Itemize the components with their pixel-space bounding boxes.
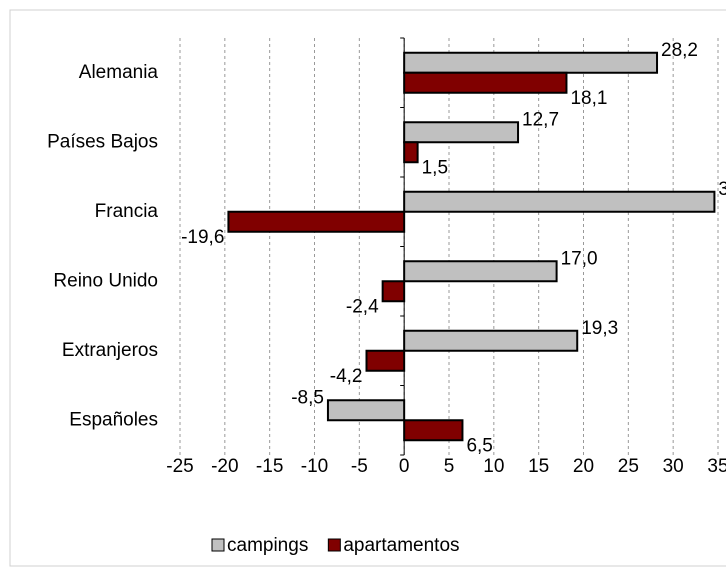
bar [403, 71, 568, 94]
x-tick-label: 35 [707, 456, 726, 477]
data-label: 6,5 [466, 435, 492, 456]
x-tick-label: 25 [618, 456, 639, 477]
data-label: 34,6 [718, 179, 726, 200]
data-label: -2,4 [346, 296, 379, 317]
data-label: -19,6 [181, 227, 224, 248]
data-label: 12,7 [522, 109, 559, 130]
legend-label: apartamentos [343, 535, 459, 556]
y-tick-label: Alemania [79, 62, 159, 83]
bar [403, 141, 419, 164]
y-tick-label: Españoles [69, 409, 158, 430]
data-label: 17,0 [561, 248, 598, 269]
bar [326, 399, 406, 422]
x-tick-label: -10 [301, 456, 328, 477]
x-tick-label: 10 [483, 456, 504, 477]
bar [403, 329, 579, 352]
data-label: 19,3 [581, 318, 618, 339]
x-tick-label: 15 [528, 456, 549, 477]
bar [403, 51, 659, 74]
x-tick-label: -20 [211, 456, 238, 477]
x-tick-label: 0 [399, 456, 410, 477]
x-tick-label: 30 [663, 456, 684, 477]
data-label: -4,2 [330, 366, 363, 387]
bar [403, 419, 464, 442]
bar [227, 210, 406, 233]
bar [403, 190, 716, 213]
x-tick-label: 5 [444, 456, 455, 477]
y-tick-label: Extranjeros [62, 340, 158, 361]
x-tick-label: -5 [351, 456, 368, 477]
bar [365, 349, 406, 372]
data-label: -8,5 [291, 387, 324, 408]
x-tick-label: 20 [573, 456, 594, 477]
data-label: 28,2 [661, 40, 698, 61]
y-tick-label: Reino Unido [53, 270, 158, 291]
data-label: 1,5 [422, 157, 448, 178]
y-tick-label: Países Bajos [47, 131, 158, 152]
y-tick-label: Francia [95, 201, 159, 222]
x-tick-label: -25 [166, 456, 193, 477]
bar [381, 280, 406, 303]
bar [403, 121, 520, 144]
x-tick-label: -15 [256, 456, 283, 477]
chart-border [9, 9, 726, 567]
legend-swatch [327, 538, 341, 552]
bar [403, 260, 558, 283]
legend-label: campings [227, 535, 308, 556]
data-label: 18,1 [570, 88, 607, 109]
legend-swatch [211, 538, 225, 552]
